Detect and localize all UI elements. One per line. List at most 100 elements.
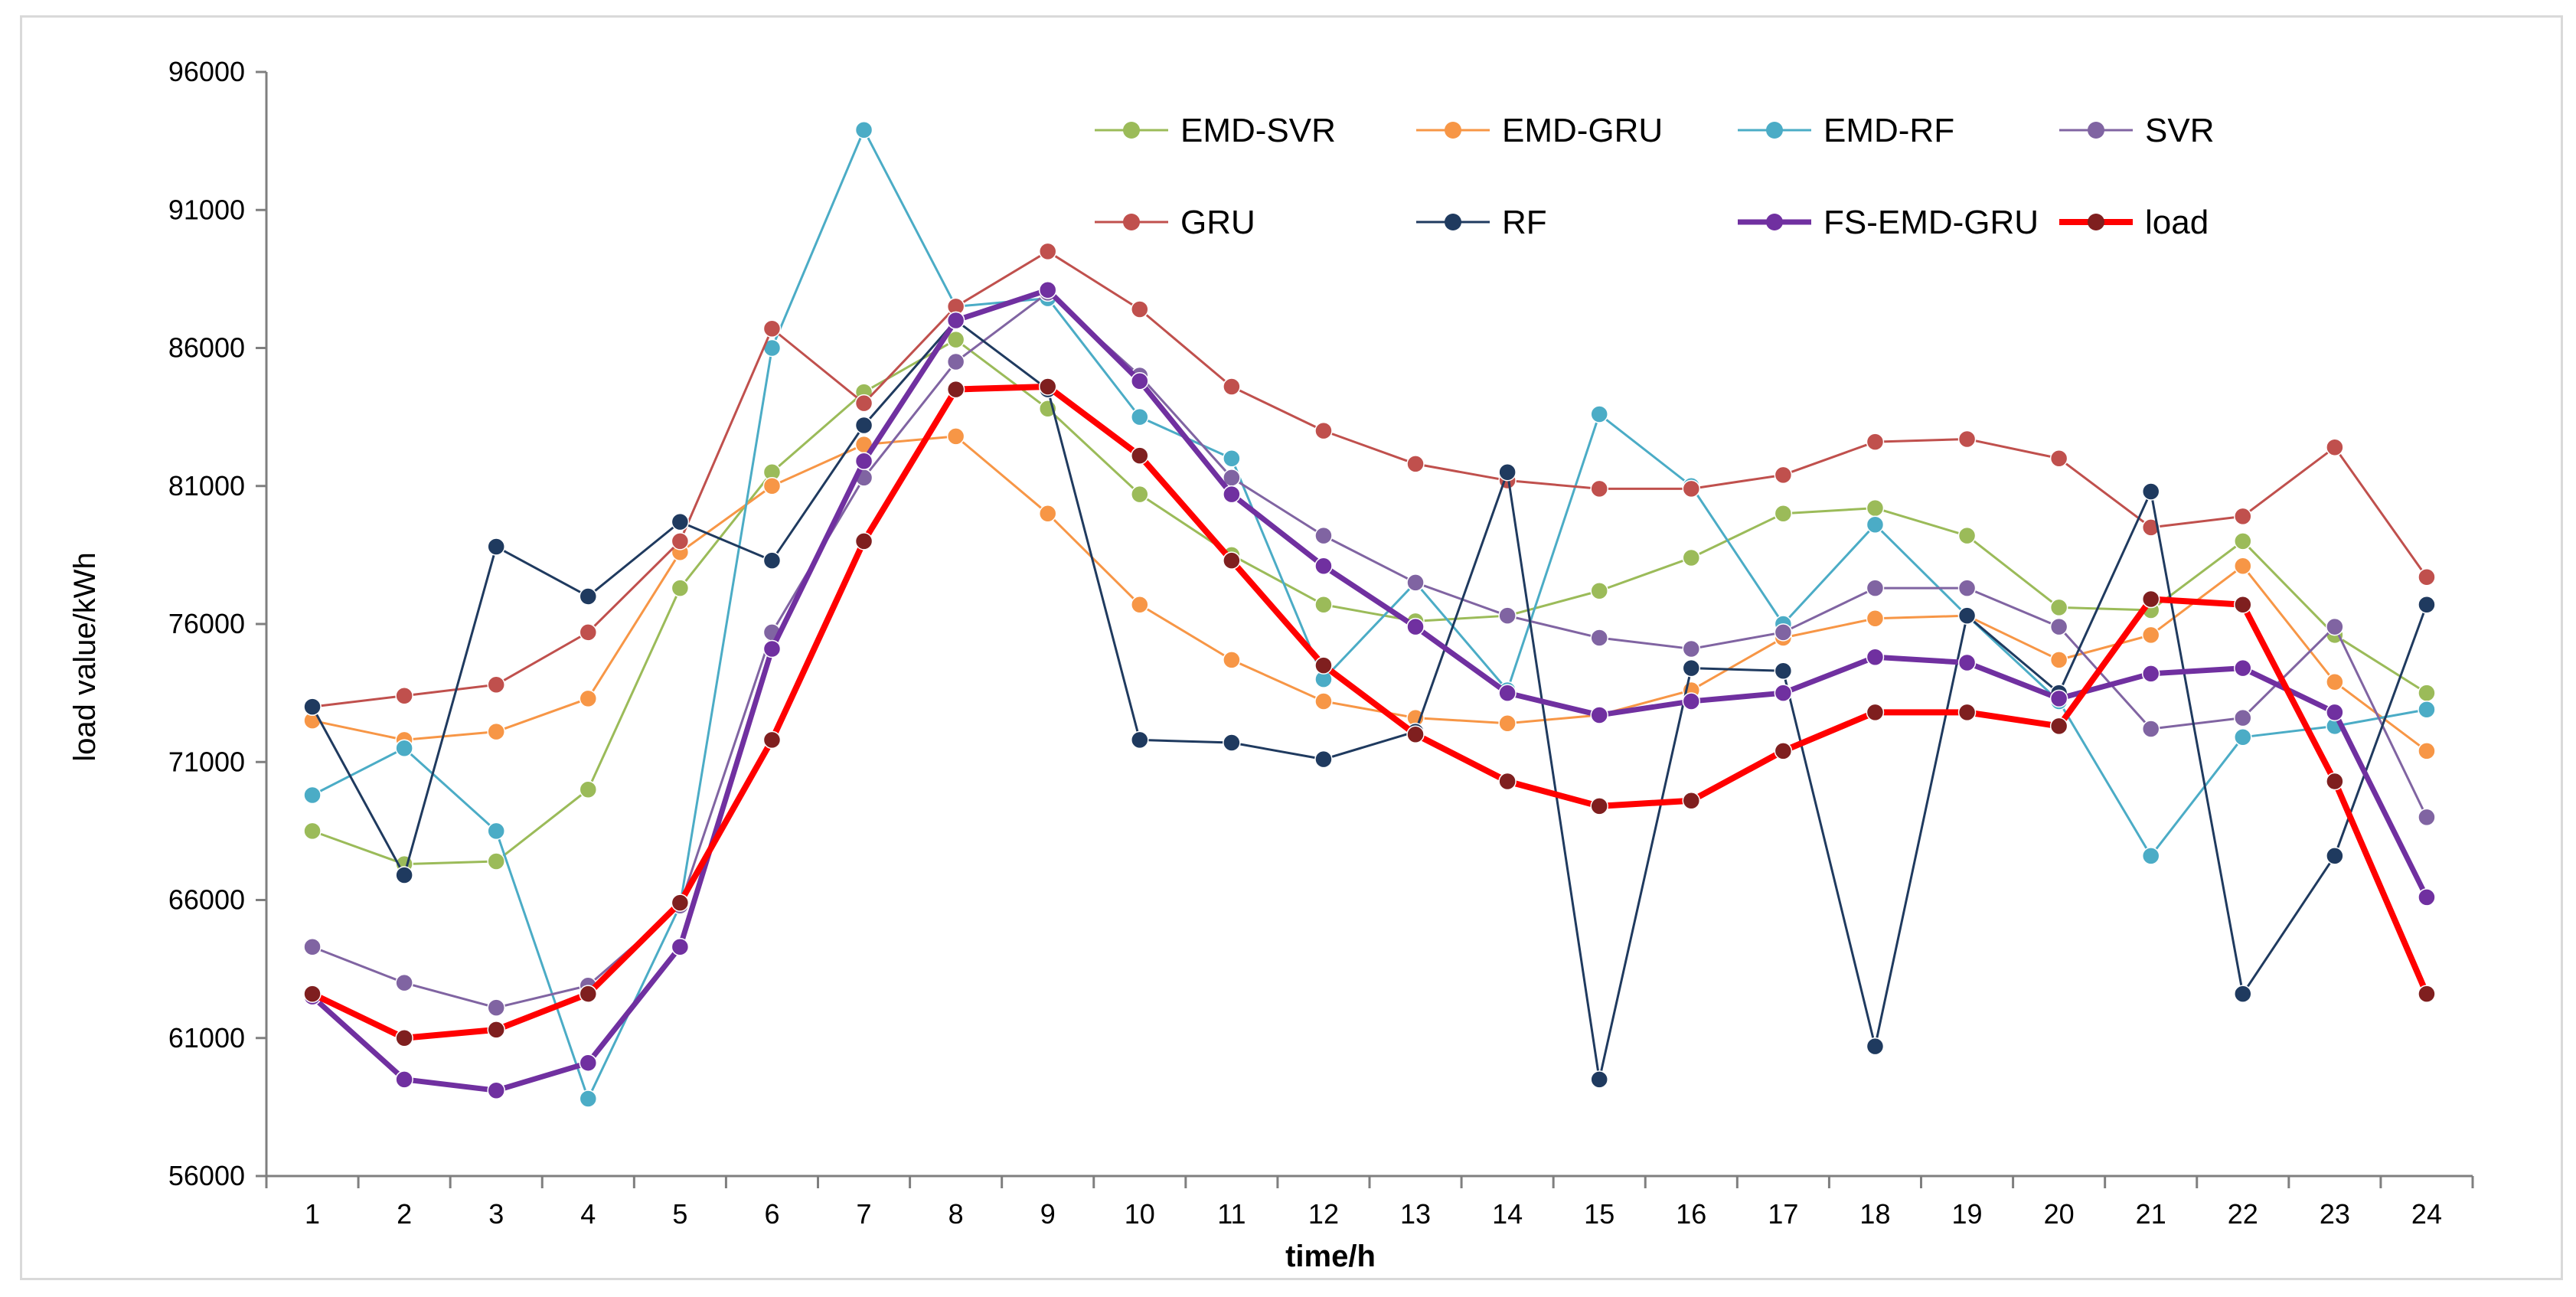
data-point [303, 985, 322, 1003]
data-point [1774, 623, 1793, 642]
y-tick-label: 81000 [168, 470, 245, 501]
data-point [2234, 557, 2252, 576]
data-point [2418, 888, 2436, 907]
data-point [1774, 742, 1793, 760]
x-tick-label: 8 [948, 1198, 964, 1230]
data-point [1590, 1070, 1608, 1089]
data-point [1682, 639, 1701, 658]
data-point [1223, 551, 1241, 570]
data-point [854, 394, 873, 413]
data-point [1590, 706, 1608, 724]
data-point [1590, 797, 1608, 815]
x-tick-label: 4 [580, 1198, 596, 1230]
data-point [2326, 672, 2344, 691]
data-point [1038, 281, 1057, 299]
data-point [2049, 449, 2068, 468]
data-point [1866, 1037, 1885, 1056]
data-point [2141, 518, 2160, 537]
data-point [1223, 733, 1241, 752]
y-tick-label: 76000 [168, 608, 245, 639]
x-tick-label: 19 [1952, 1198, 1983, 1230]
data-point [854, 120, 873, 139]
data-point [2234, 985, 2252, 1003]
data-point [671, 579, 690, 597]
data-point [579, 1090, 598, 1108]
data-point [1314, 596, 1333, 614]
data-point [487, 822, 505, 841]
legend-marker [1445, 214, 1461, 230]
data-point [1866, 498, 1885, 518]
legend-marker [1766, 214, 1783, 230]
legend-item: GRU [1095, 204, 1255, 241]
data-point [1038, 377, 1057, 396]
data-point [1774, 466, 1793, 485]
data-point [2234, 507, 2252, 526]
x-tick-label: 11 [1217, 1198, 1246, 1230]
data-point [1682, 479, 1701, 498]
x-tick-label: 7 [857, 1198, 872, 1230]
data-point [1682, 658, 1701, 678]
legend-item: RF [1416, 204, 1547, 241]
series-gru [303, 242, 2436, 716]
data-point [2234, 728, 2252, 747]
data-point [1774, 505, 1793, 523]
data-point [2234, 658, 2252, 678]
data-point [2418, 596, 2436, 614]
legend-item: SVR [2059, 112, 2214, 149]
data-point [2049, 689, 2068, 708]
series-line [312, 338, 2427, 866]
data-point [1406, 573, 1425, 592]
data-point [395, 739, 413, 757]
data-point [671, 938, 690, 956]
data-point [946, 380, 965, 399]
data-point [395, 973, 413, 992]
data-point [487, 998, 505, 1017]
data-point [2418, 742, 2436, 760]
y-axis-title: load value/kWh [68, 552, 102, 761]
legend-marker [1123, 214, 1140, 230]
data-point [1866, 515, 1885, 534]
legend-marker [1445, 122, 1461, 139]
data-point [487, 537, 505, 556]
legend-label: EMD-SVR [1180, 112, 1336, 149]
data-point [1498, 772, 1517, 791]
data-point [2418, 808, 2436, 827]
data-point [2326, 617, 2344, 636]
data-point [303, 698, 322, 716]
legend-item: EMD-SVR [1095, 112, 1336, 149]
data-point [1038, 242, 1057, 261]
data-point [1866, 579, 1885, 597]
data-point [2418, 684, 2436, 702]
data-point [1682, 692, 1701, 711]
x-axis-title: time/h [1285, 1240, 1376, 1273]
data-point [2418, 567, 2436, 586]
data-point [1406, 725, 1425, 743]
data-point [1131, 596, 1149, 614]
x-tick-label: 9 [1040, 1198, 1056, 1230]
data-point [2141, 482, 2160, 501]
data-point [1223, 377, 1241, 396]
y-tick-label: 61000 [168, 1022, 245, 1054]
x-tick-label: 16 [1676, 1198, 1706, 1230]
series-line [312, 291, 2428, 1009]
data-point [1223, 485, 1241, 504]
data-point [762, 319, 782, 338]
x-tick-label: 17 [1768, 1198, 1798, 1230]
data-point [487, 1081, 505, 1099]
series-layer [303, 120, 2436, 1108]
data-point [1314, 557, 1333, 576]
data-point [579, 780, 598, 799]
data-point [1498, 462, 1517, 482]
data-point [1131, 485, 1149, 504]
data-point [2234, 708, 2252, 727]
data-point [303, 822, 322, 841]
y-tick-label: 66000 [168, 884, 245, 916]
data-point [1957, 606, 1977, 625]
series-line [311, 319, 2428, 1081]
data-point [1314, 692, 1333, 711]
legend-marker [1766, 122, 1783, 139]
data-point [487, 722, 505, 741]
data-point [1590, 405, 1608, 423]
data-point [579, 587, 598, 606]
series-line [310, 287, 2430, 1093]
